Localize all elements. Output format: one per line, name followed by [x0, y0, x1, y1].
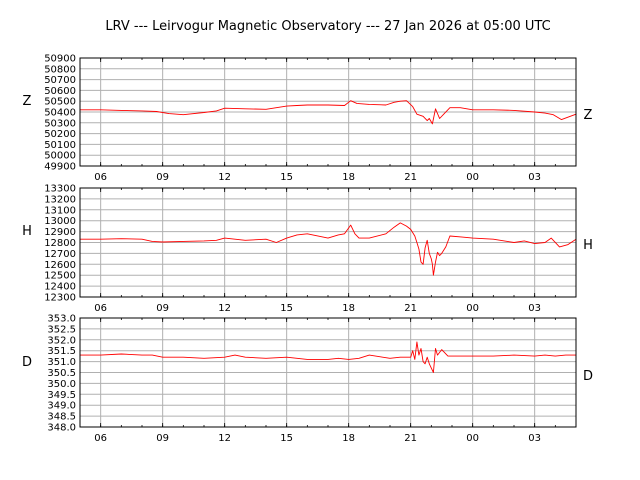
y-tick-label: 50700: [44, 75, 76, 86]
y-tick-label: 13000: [44, 216, 76, 227]
y-tick-label: 49900: [44, 162, 76, 173]
x-tick-label: 06: [94, 433, 107, 444]
y-tick-label: 50100: [44, 140, 76, 151]
x-tick-label: 21: [404, 172, 417, 183]
y-tick-label: 50500: [44, 97, 76, 108]
x-tick-label: 00: [466, 172, 479, 183]
x-tick-label: 15: [280, 303, 293, 314]
component-label-left: Z: [23, 94, 32, 109]
y-tick-label: 50400: [44, 108, 76, 119]
x-tick-label: 09: [156, 172, 169, 183]
x-tick-label: 00: [466, 433, 479, 444]
x-tick-label: 12: [218, 303, 231, 314]
y-tick-label: 350.0: [47, 379, 76, 390]
x-tick-label: 21: [404, 433, 417, 444]
x-tick-label: 03: [528, 172, 541, 183]
x-tick-label: 06: [94, 172, 107, 183]
y-tick-label: 12400: [44, 282, 76, 293]
x-tick-label: 09: [156, 303, 169, 314]
x-tick-label: 12: [218, 433, 231, 444]
component-label-right: Z: [584, 108, 593, 123]
y-tick-label: 352.5: [47, 324, 76, 335]
x-tick-label: 18: [342, 433, 355, 444]
x-tick-label: 15: [280, 433, 293, 444]
component-label-left: H: [22, 224, 32, 239]
y-tick-label: 350.5: [47, 368, 76, 379]
x-tick-label: 03: [528, 433, 541, 444]
y-tick-label: 12500: [44, 271, 76, 282]
y-tick-label: 12800: [44, 238, 76, 249]
x-tick-label: 18: [342, 172, 355, 183]
y-tick-label: 351.0: [47, 357, 76, 368]
series-line-d: [80, 341, 576, 373]
x-tick-label: 12: [218, 172, 231, 183]
y-tick-label: 12900: [44, 227, 76, 238]
axes-frame-d: [79, 317, 577, 428]
y-tick-label: 12700: [44, 249, 76, 260]
axes-frame-z: [79, 57, 577, 167]
component-label-right: D: [583, 369, 593, 384]
series-line-z: [80, 100, 577, 125]
y-tick-label: 12300: [44, 293, 76, 304]
series-line-h: [80, 222, 577, 276]
y-tick-label: 50600: [44, 86, 76, 97]
x-tick-label: 18: [342, 303, 355, 314]
y-tick-label: 12600: [44, 260, 76, 271]
y-tick-label: 349.0: [47, 401, 76, 412]
x-tick-label: 06: [94, 303, 107, 314]
y-tick-label: 50900: [44, 54, 76, 65]
x-tick-label: 09: [156, 433, 169, 444]
component-label-left: D: [22, 355, 32, 370]
y-tick-label: 50200: [44, 129, 76, 140]
component-label-right: H: [583, 238, 593, 253]
y-tick-label: 351.5: [47, 346, 76, 357]
x-tick-label: 03: [528, 303, 541, 314]
y-tick-label: 13300: [44, 184, 76, 195]
x-tick-label: 00: [466, 303, 479, 314]
x-tick-label: 15: [280, 172, 293, 183]
y-tick-label: 348.0: [47, 423, 76, 434]
y-tick-label: 349.5: [47, 390, 76, 401]
y-tick-label: 50300: [44, 118, 76, 129]
y-tick-label: 50800: [44, 64, 76, 75]
y-tick-label: 13200: [44, 194, 76, 205]
x-tick-label: 21: [404, 303, 417, 314]
y-tick-label: 352.0: [47, 335, 76, 346]
y-tick-label: 353.0: [47, 314, 76, 325]
y-tick-label: 50000: [44, 151, 76, 162]
chart-title: LRV --- Leirvogur Magnetic Observatory -…: [105, 19, 551, 34]
y-tick-label: 348.5: [47, 412, 76, 423]
y-tick-label: 13100: [44, 205, 76, 216]
axes-frame-h: [79, 187, 577, 298]
